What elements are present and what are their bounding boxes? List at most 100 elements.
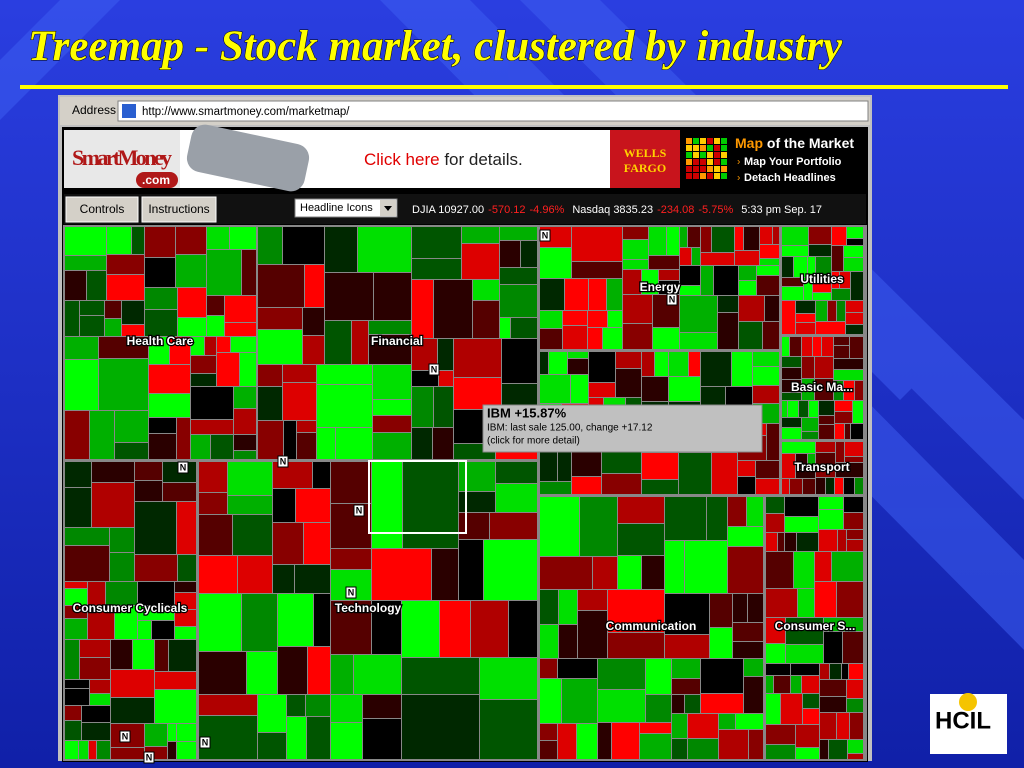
stock-cell[interactable]: [733, 623, 763, 641]
stock-cell[interactable]: [462, 227, 499, 243]
stock-cell[interactable]: [834, 381, 843, 400]
stock-cell[interactable]: [199, 695, 257, 715]
stock-cell[interactable]: [790, 337, 801, 356]
stock-cell[interactable]: [65, 360, 98, 410]
stock-cell[interactable]: [207, 227, 229, 249]
stock-cell[interactable]: [766, 664, 790, 675]
stock-cell[interactable]: [850, 337, 863, 358]
stock-cell[interactable]: [847, 540, 863, 551]
stock-cell[interactable]: [781, 694, 802, 724]
stock-cell[interactable]: [728, 547, 763, 593]
stock-cell[interactable]: [846, 325, 863, 334]
stock-cell[interactable]: [802, 418, 818, 431]
stock-cell[interactable]: [115, 606, 137, 639]
stock-cell[interactable]: [589, 383, 615, 397]
stock-cell[interactable]: [175, 627, 196, 639]
stock-cell[interactable]: [640, 723, 671, 733]
stock-cell[interactable]: [577, 724, 597, 759]
stock-cell[interactable]: [258, 733, 286, 759]
stock-cell[interactable]: [372, 601, 401, 654]
stock-cell[interactable]: [540, 329, 562, 349]
stock-cell[interactable]: [802, 357, 814, 378]
stock-cell[interactable]: [412, 259, 461, 279]
stock-cell[interactable]: [107, 275, 144, 300]
stock-cell[interactable]: [815, 582, 836, 617]
stock-cell[interactable]: [819, 530, 837, 551]
stock-cell[interactable]: [766, 552, 793, 588]
stock-cell[interactable]: [822, 337, 833, 356]
stock-cell[interactable]: [607, 279, 622, 310]
stock-cell[interactable]: [258, 308, 302, 329]
stock-cell[interactable]: [642, 270, 658, 294]
stock-cell[interactable]: [65, 582, 87, 588]
news-marker-box[interactable]: [666, 293, 678, 306]
stock-cell[interactable]: [372, 549, 431, 600]
stock-cell[interactable]: [138, 606, 174, 620]
stock-cell[interactable]: [797, 533, 818, 551]
stock-cell[interactable]: [354, 655, 401, 694]
stock-cell[interactable]: [732, 352, 752, 386]
dropdown-value[interactable]: Headline Icons: [300, 202, 373, 214]
stock-cell[interactable]: [65, 256, 106, 270]
stock-cell[interactable]: [177, 742, 196, 759]
stock-cell[interactable]: [785, 533, 796, 551]
stock-cell[interactable]: [728, 497, 746, 526]
stock-cell[interactable]: [640, 734, 671, 759]
stock-cell[interactable]: [593, 557, 617, 589]
news-marker[interactable]: N: [122, 731, 129, 741]
stock-cell[interactable]: [99, 359, 148, 410]
instructions-button[interactable]: [141, 196, 217, 223]
stock-cell[interactable]: [710, 628, 732, 658]
stock-cell[interactable]: [744, 659, 763, 676]
stock-cell[interactable]: [756, 479, 779, 494]
stock-cell[interactable]: [176, 255, 206, 287]
stock-cell[interactable]: [782, 380, 801, 392]
stock-cell[interactable]: [199, 462, 227, 492]
stock-cell[interactable]: [135, 555, 177, 581]
stock-cell[interactable]: [135, 481, 162, 501]
stock-cell[interactable]: [559, 625, 577, 658]
stock-cell[interactable]: [307, 717, 330, 759]
stock-cell[interactable]: [82, 723, 110, 740]
stock-cell[interactable]: [462, 244, 499, 279]
stock-cell[interactable]: [558, 452, 571, 481]
stock-cell[interactable]: [782, 301, 795, 334]
stock-cell[interactable]: [80, 658, 110, 679]
stock-cell[interactable]: [303, 308, 324, 335]
stock-cell[interactable]: [782, 428, 801, 439]
headline-dropdown[interactable]: [294, 198, 398, 218]
stock-cell[interactable]: [500, 227, 537, 240]
stock-cell[interactable]: [782, 454, 795, 478]
stock-cell[interactable]: [336, 428, 372, 459]
stock-cell[interactable]: [233, 515, 272, 555]
stock-cell[interactable]: [829, 740, 847, 759]
stock-cell[interactable]: [796, 748, 819, 759]
stock-cell[interactable]: [840, 272, 850, 288]
stock-cell[interactable]: [402, 601, 439, 657]
stock-cell[interactable]: [766, 618, 785, 643]
stock-cell[interactable]: [834, 370, 863, 380]
stock-cell[interactable]: [765, 296, 779, 321]
news-marker[interactable]: N: [669, 294, 676, 304]
stock-cell[interactable]: [786, 645, 823, 663]
stock-cell[interactable]: [809, 245, 831, 256]
stock-cell[interactable]: [152, 621, 174, 639]
stock-cell[interactable]: [665, 635, 709, 658]
stock-cell[interactable]: [540, 279, 564, 310]
stock-cell[interactable]: [820, 680, 846, 696]
stock-cell[interactable]: [815, 357, 833, 378]
stock-cell[interactable]: [738, 461, 755, 476]
stock-cell[interactable]: [589, 352, 615, 382]
stock-cell[interactable]: [701, 253, 734, 265]
stock-cell[interactable]: [65, 271, 86, 300]
stock-cell[interactable]: [798, 589, 814, 617]
stock-cell[interactable]: [835, 412, 852, 423]
stock-cell[interactable]: [847, 227, 863, 238]
stock-cell[interactable]: [540, 311, 562, 328]
stock-cell[interactable]: [65, 741, 78, 759]
stock-cell[interactable]: [802, 379, 814, 400]
stock-cell[interactable]: [832, 246, 843, 271]
stock-cell[interactable]: [642, 556, 664, 589]
stock-cell[interactable]: [111, 640, 132, 669]
stock-cell[interactable]: [735, 251, 759, 265]
